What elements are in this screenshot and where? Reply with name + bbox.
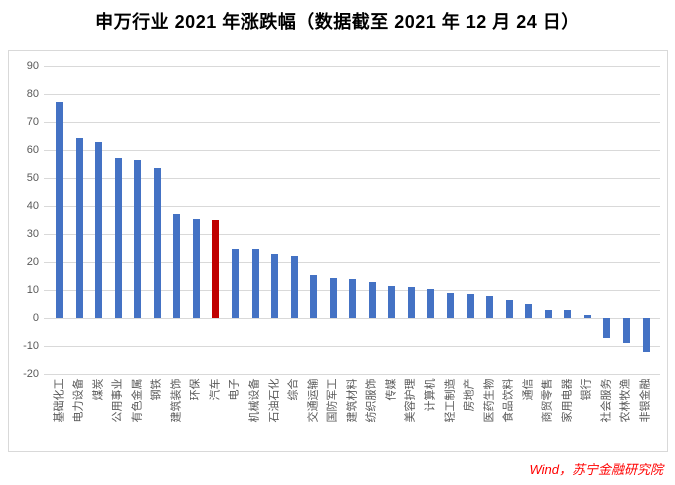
gridline xyxy=(44,318,660,320)
y-axis-tick-label: 60 xyxy=(26,143,39,156)
y-axis-tick-label: -10 xyxy=(23,339,39,352)
bar-轻工制造 xyxy=(447,293,454,319)
bar-家用电器 xyxy=(564,310,572,319)
x-axis-category-label: 纺织服饰 xyxy=(365,378,378,422)
y-axis-tick-label: 0 xyxy=(32,311,39,324)
bar-食品饮料 xyxy=(505,300,513,319)
x-axis-category-label: 钢铁 xyxy=(150,378,163,400)
gridline xyxy=(44,374,660,376)
gridline xyxy=(44,178,660,180)
bar-美容护理 xyxy=(407,286,415,319)
bar-医药生物 xyxy=(486,296,494,319)
y-axis-tick-label: 70 xyxy=(26,115,39,128)
y-axis-tick-label: 50 xyxy=(26,171,39,184)
bar-钢铁 xyxy=(153,167,161,319)
bar-基础化工 xyxy=(56,102,63,319)
x-axis-category-label: 基础化工 xyxy=(53,378,65,422)
bar-通信 xyxy=(525,304,533,319)
x-axis-category-label: 农林牧渔 xyxy=(619,378,632,422)
x-axis-category-label: 公用事业 xyxy=(111,378,124,422)
x-axis-category-label: 电子 xyxy=(228,378,241,400)
x-axis-category-label: 社会服务 xyxy=(600,378,613,422)
bar-纺织服饰 xyxy=(368,282,376,319)
bar-传媒 xyxy=(388,285,396,319)
bar-建筑装饰 xyxy=(173,214,181,319)
chart-title: 申万行业 2021 年涨跌幅（数据截至 2021 年 12 月 24 日） xyxy=(95,12,580,32)
x-axis-category-label: 美容护理 xyxy=(404,378,417,422)
x-axis-category-label: 轻工制造 xyxy=(444,378,456,422)
x-axis-category-label: 家用电器 xyxy=(561,378,574,422)
bar-综合 xyxy=(290,256,298,319)
gridline xyxy=(44,66,660,67)
x-axis-category-label: 有色金属 xyxy=(131,378,144,422)
y-axis-tick-label: 10 xyxy=(26,283,39,296)
gridline xyxy=(44,346,660,348)
bar-石油石化 xyxy=(271,254,278,319)
bar-汽车 xyxy=(212,219,220,319)
bar-煤炭 xyxy=(95,142,103,319)
x-axis-category-label: 通信 xyxy=(522,378,535,400)
gridline xyxy=(44,234,660,236)
bar-非银金融 xyxy=(642,318,650,352)
bar-交通运输 xyxy=(310,275,318,319)
x-axis-category-label: 房地产 xyxy=(463,378,476,411)
x-axis-category-label: 计算机 xyxy=(424,378,437,411)
x-axis-category-label: 环保 xyxy=(189,378,202,400)
bar-电子 xyxy=(231,249,239,319)
bar-电力设备 xyxy=(75,137,83,319)
bar-计算机 xyxy=(427,289,435,319)
x-axis-category-label: 商贸零售 xyxy=(541,378,554,422)
x-axis-category-label: 传媒 xyxy=(385,378,398,400)
x-axis-category-label: 医药生物 xyxy=(483,378,496,422)
x-axis-category-label: 汽车 xyxy=(209,378,222,400)
gridline xyxy=(44,122,660,124)
bar-银行 xyxy=(583,314,591,319)
chart-plot-area: 90 80 70 60 50 40 30 20 10 0 -10 -20 基础化工 电力设备 煤炭 公用事业有… xyxy=(8,50,668,452)
x-axis-category-label: 建筑装饰 xyxy=(170,378,183,422)
x-axis-category-label: 食品饮料 xyxy=(502,378,515,422)
bar-建筑材料 xyxy=(349,279,357,319)
y-axis-tick-label: 20 xyxy=(26,255,39,268)
y-axis-tick-label: 30 xyxy=(26,227,39,240)
x-axis-category-label: 建筑材料 xyxy=(346,378,359,422)
x-axis-category-label: 国防军工 xyxy=(326,378,339,422)
x-axis-category-label: 电力设备 xyxy=(72,378,85,422)
bar-社会服务 xyxy=(603,318,611,339)
source-note: Wind，苏宁金融研究院 xyxy=(529,462,663,477)
x-axis-category-label: 机械设备 xyxy=(248,378,261,422)
gridline xyxy=(44,150,660,152)
x-axis-category-label: 非银金融 xyxy=(639,378,652,422)
bar-国防军工 xyxy=(329,278,337,319)
gridline xyxy=(44,206,660,208)
gridline xyxy=(44,94,660,95)
x-axis-category-label: 煤炭 xyxy=(92,378,105,400)
gridline xyxy=(44,262,660,264)
y-axis-tick-label: 80 xyxy=(26,87,39,100)
x-axis-category-label: 石油石化 xyxy=(268,378,280,422)
bar-农林牧渔 xyxy=(622,318,630,343)
y-axis-tick-label: 40 xyxy=(26,199,39,212)
bar-房地产 xyxy=(466,293,474,319)
x-axis-category-label: 综合 xyxy=(287,378,300,400)
bar-公用事业 xyxy=(114,157,122,319)
bar-机械设备 xyxy=(251,249,259,319)
x-axis-category-label: 交通运输 xyxy=(307,378,320,422)
bar-环保 xyxy=(192,218,200,319)
x-axis-category-label: 银行 xyxy=(580,378,593,400)
bar-商贸零售 xyxy=(544,309,552,319)
bar-有色金属 xyxy=(134,159,142,319)
y-axis-tick-label: 90 xyxy=(26,59,39,72)
y-axis-tick-label: -20 xyxy=(23,367,39,380)
